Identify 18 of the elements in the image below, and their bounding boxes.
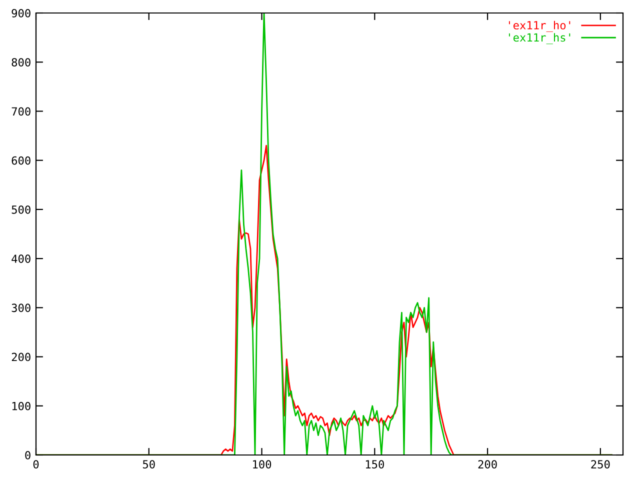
y-tick-label: 100 [12,402,30,410]
y-tick-label: 700 [12,107,30,116]
y-tick-label: 500 [12,205,30,214]
legend-label: 'ex11r_hs' [508,33,570,44]
x-tick-label: 150 [366,460,384,469]
legend-label: 'ex11r_ho' [508,20,570,32]
x-tick-label: 0 [33,460,39,469]
y-tick-label: 300 [12,304,30,312]
y-tick-label: 600 [12,156,30,165]
x-tick-label: 200 [478,460,497,469]
y-tick-label: 400 [12,254,30,263]
y-tick-label: 900 [12,9,30,18]
x-tick-label: 100 [253,460,272,469]
x-tick-label: 250 [591,460,610,469]
x-tick-label: 50 [142,460,155,469]
y-tick-label: 800 [12,58,30,67]
y-tick-label: 200 [12,352,30,362]
y-tick-label: 0 [25,451,30,460]
